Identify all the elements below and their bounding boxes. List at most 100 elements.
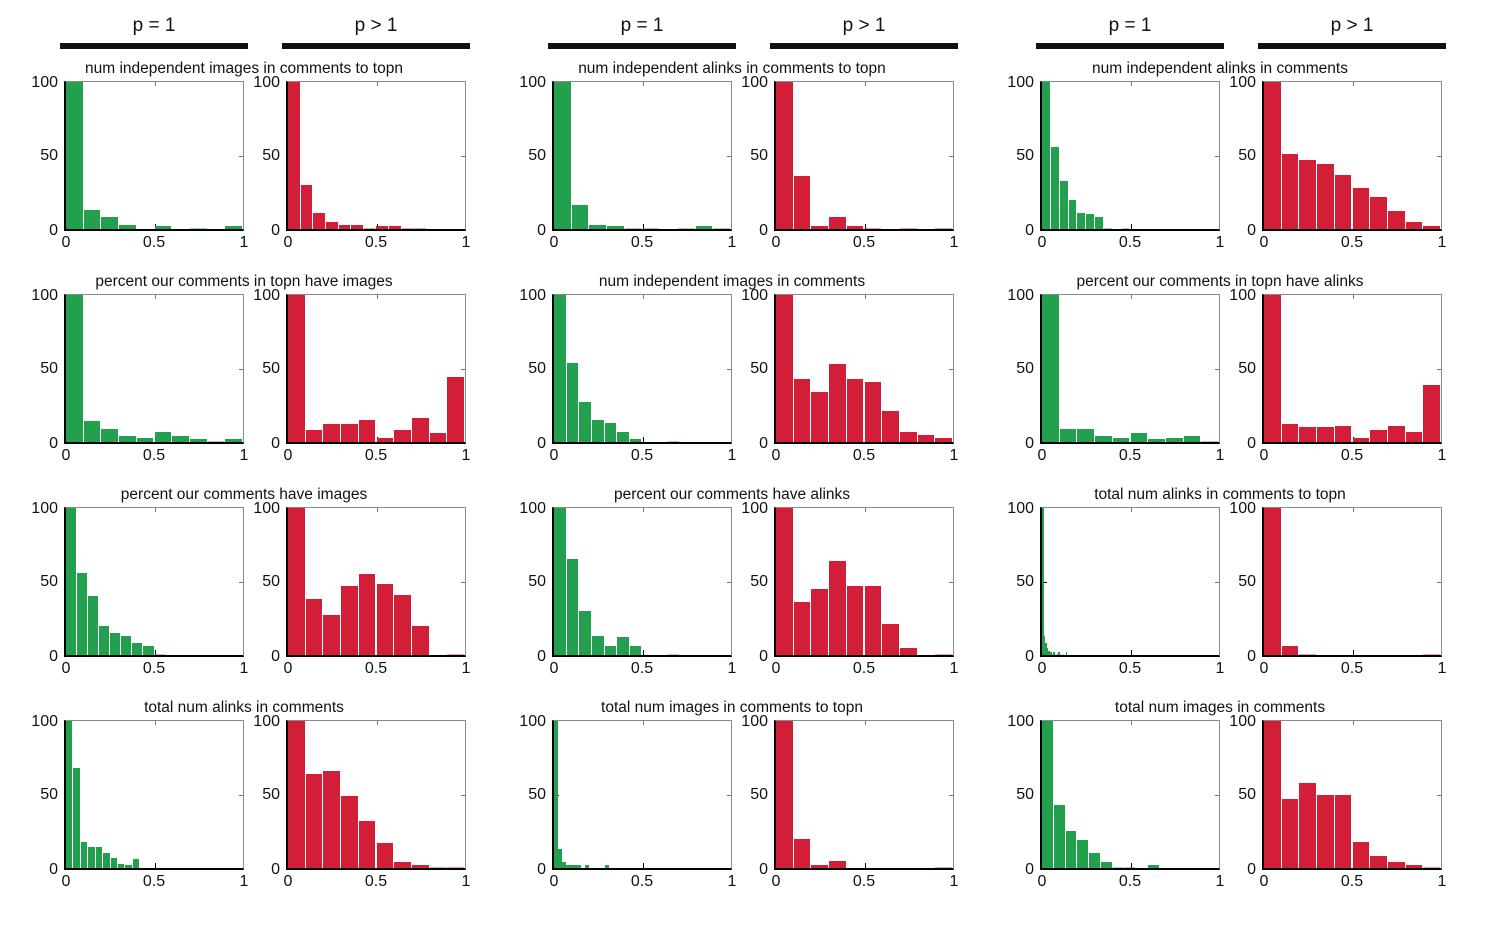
y-axis-labels: 100 50 0 xyxy=(22,500,64,665)
axis-tick-mark xyxy=(642,721,644,725)
axis-tick-mark xyxy=(949,368,953,370)
x-axis-labels: 0 0.5 1 xyxy=(772,660,959,682)
subplot-pgt1: 100 50 0 0 0.5 1 xyxy=(1220,287,1447,469)
x-tick-label: 0.5 xyxy=(852,873,876,890)
subplot-p1: 100 50 0 0 0.5 1 xyxy=(510,287,736,469)
histogram-bar xyxy=(1053,804,1065,868)
histogram-bar xyxy=(323,424,341,442)
plot-area xyxy=(1262,507,1442,657)
axis-tick-mark xyxy=(864,721,866,725)
histogram-bar xyxy=(1103,227,1112,229)
plot-area xyxy=(286,81,466,231)
x-axis-labels: 0 0.5 1 xyxy=(1038,447,1225,469)
histogram-bar xyxy=(604,646,617,655)
y-tick-label: 100 xyxy=(253,713,280,730)
histogram-bar xyxy=(565,865,570,868)
y-tick-label: 0 xyxy=(1025,861,1034,878)
panel-title: total num alinks in comments to topn xyxy=(1094,486,1346,503)
histogram-bar xyxy=(579,402,591,442)
histogram-bar xyxy=(376,843,394,868)
subplot-p1: 100 50 0 0 0.5 1 xyxy=(510,713,736,895)
y-tick-label: 50 xyxy=(1238,147,1256,164)
histogram-bar xyxy=(1059,653,1062,655)
panel-title: total num alinks in comments xyxy=(144,699,344,716)
plot-wrap: 0 0.5 1 xyxy=(1260,720,1447,895)
histogram-bar xyxy=(811,226,829,229)
x-tick-label: 1 xyxy=(461,660,471,677)
histogram-bar xyxy=(604,865,609,868)
x-axis-labels: 0 0.5 1 xyxy=(1260,873,1447,895)
histogram-bar xyxy=(376,226,389,229)
histogram-bar xyxy=(447,377,464,442)
y-tick-label: 50 xyxy=(262,573,280,590)
axis-tick-mark xyxy=(154,650,156,655)
y-tick-label: 50 xyxy=(528,786,546,803)
histogram-bar xyxy=(103,853,110,868)
histogram-bar xyxy=(323,615,341,655)
histogram-bar xyxy=(1077,840,1089,868)
y-tick-label: 50 xyxy=(750,360,768,377)
subplot-pgt1: 100 50 0 0 0.5 1 xyxy=(732,287,958,469)
histogram-bar xyxy=(1281,424,1299,442)
histogram-bar xyxy=(125,865,132,868)
x-tick-label: 0 xyxy=(1037,234,1047,251)
histogram-bar xyxy=(1183,436,1201,442)
histogram-bar xyxy=(793,602,811,655)
x-axis-labels: 0 0.5 1 xyxy=(1038,873,1225,895)
histogram-bar xyxy=(846,585,864,655)
header-cell-p1: p = 1 xyxy=(510,14,736,49)
histogram-bar xyxy=(300,184,313,229)
x-tick-label: 0.5 xyxy=(142,873,166,890)
y-tick-label: 0 xyxy=(537,648,546,665)
axis-tick-mark xyxy=(864,508,866,512)
plot-area xyxy=(552,720,732,870)
histogram-bar xyxy=(829,860,846,868)
subplot-pair: 100 50 0 0 0.5 1 100 50 0 0 0.5 1 xyxy=(22,713,470,895)
subplot-p1: 100 50 0 0 0.5 1 xyxy=(510,500,736,682)
histogram-panel: percent our comments have images 100 50 0 0 0… xyxy=(22,485,470,682)
axis-tick-mark xyxy=(642,508,644,512)
subplot-p1: 100 50 0 0 0.5 1 xyxy=(22,287,248,469)
subplot-p1: 100 50 0 0 0.5 1 xyxy=(22,713,249,895)
histogram-bar xyxy=(110,632,121,655)
histogram-bar xyxy=(288,721,305,868)
axis-tick-mark xyxy=(949,794,953,796)
y-tick-label: 100 xyxy=(519,500,546,517)
axis-tick-mark xyxy=(1215,368,1219,370)
histogram-panel: percent our comments in topn have images… xyxy=(22,272,470,469)
histogram-bar xyxy=(1095,436,1112,442)
histogram-bar xyxy=(1059,180,1068,229)
histogram-bar xyxy=(577,865,582,868)
x-tick-label: 0.5 xyxy=(1340,447,1364,464)
axis-tick-mark xyxy=(239,155,243,157)
x-tick-label: 0 xyxy=(549,873,559,890)
histogram-bar xyxy=(101,428,119,442)
subplot-pair: 100 50 0 0 0.5 1 100 50 0 0 0.5 1 xyxy=(510,500,959,682)
histogram-bar xyxy=(1095,217,1103,229)
axis-tick-mark xyxy=(1437,368,1441,370)
y-tick-label: 100 xyxy=(253,74,280,91)
y-tick-label: 50 xyxy=(750,147,768,164)
histogram-bar xyxy=(776,721,793,868)
pair-header: p = 1 p > 1 xyxy=(22,14,470,49)
histogram-bar xyxy=(917,434,935,442)
y-tick-label: 50 xyxy=(262,147,280,164)
y-tick-label: 0 xyxy=(49,648,58,665)
plot-area xyxy=(774,507,954,657)
histogram-bar xyxy=(1264,295,1281,442)
plot-area xyxy=(64,720,244,870)
histogram-bar xyxy=(557,848,562,868)
axis-tick-mark xyxy=(1130,721,1132,725)
histogram-bar xyxy=(411,865,429,868)
histogram-bar xyxy=(341,585,358,655)
x-axis-labels: 0 0.5 1 xyxy=(284,234,471,256)
x-tick-label: 0 xyxy=(61,234,71,251)
y-tick-label: 50 xyxy=(1016,786,1034,803)
histogram-bar xyxy=(288,508,305,655)
header-cell-p1: p = 1 xyxy=(998,14,1224,49)
x-axis-labels: 0 0.5 1 xyxy=(62,873,249,895)
panel-title: num independent alinks in comments to to… xyxy=(578,60,886,77)
histogram-bar xyxy=(554,508,566,655)
x-axis-labels: 0 0.5 1 xyxy=(1260,447,1447,469)
x-tick-label: 0.5 xyxy=(852,234,876,251)
